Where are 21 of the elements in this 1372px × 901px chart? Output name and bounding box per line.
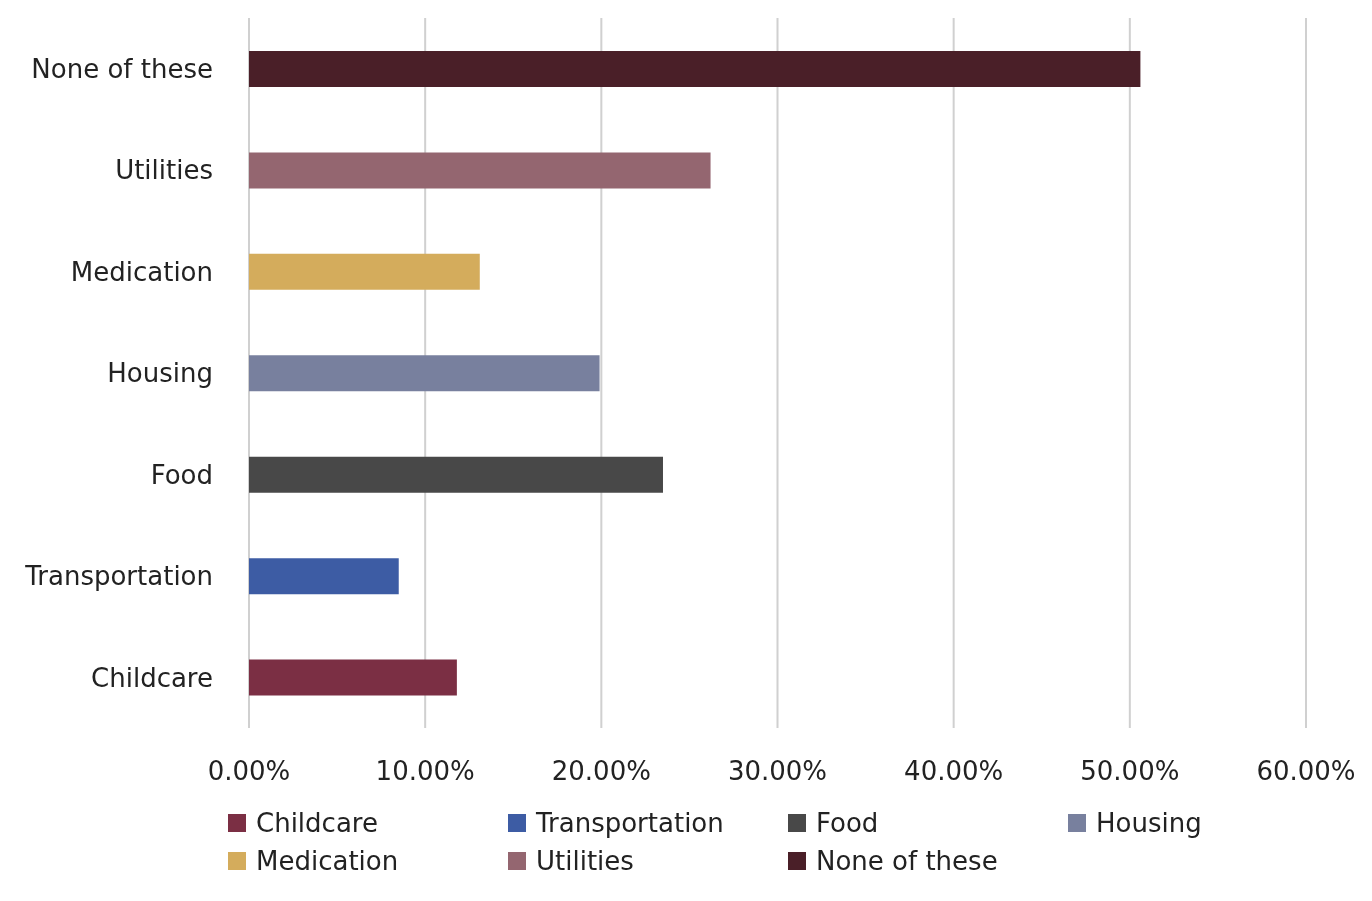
y-tick-label: Childcare bbox=[91, 662, 213, 693]
y-tick-label: Utilities bbox=[115, 155, 213, 186]
x-tick-label: 20.00% bbox=[551, 756, 651, 787]
legend-label: Food bbox=[816, 808, 879, 838]
x-tick-label: 10.00% bbox=[375, 756, 475, 787]
x-tick-label: 50.00% bbox=[1080, 756, 1180, 787]
x-tick-label: 30.00% bbox=[727, 756, 828, 787]
y-tick-label: Housing bbox=[107, 358, 213, 389]
y-tick-label: Transportation bbox=[24, 561, 213, 592]
legend-label: Housing bbox=[1096, 808, 1202, 838]
y-tick-label: None of these bbox=[31, 53, 213, 84]
y-tick-label: Medication bbox=[70, 256, 213, 287]
legend-label: Utilities bbox=[536, 846, 634, 876]
x-tick-label: 60.00% bbox=[1256, 756, 1356, 787]
y-tick-label: Food bbox=[150, 459, 213, 490]
legend-label: Childcare bbox=[256, 808, 378, 838]
x-tick-label: 40.00% bbox=[904, 756, 1004, 787]
legend-label: Transportation bbox=[536, 808, 724, 838]
legend-label: None of these bbox=[816, 846, 998, 876]
x-tick-label: 0.00% bbox=[207, 756, 291, 787]
legend-label: Medication bbox=[256, 846, 399, 876]
